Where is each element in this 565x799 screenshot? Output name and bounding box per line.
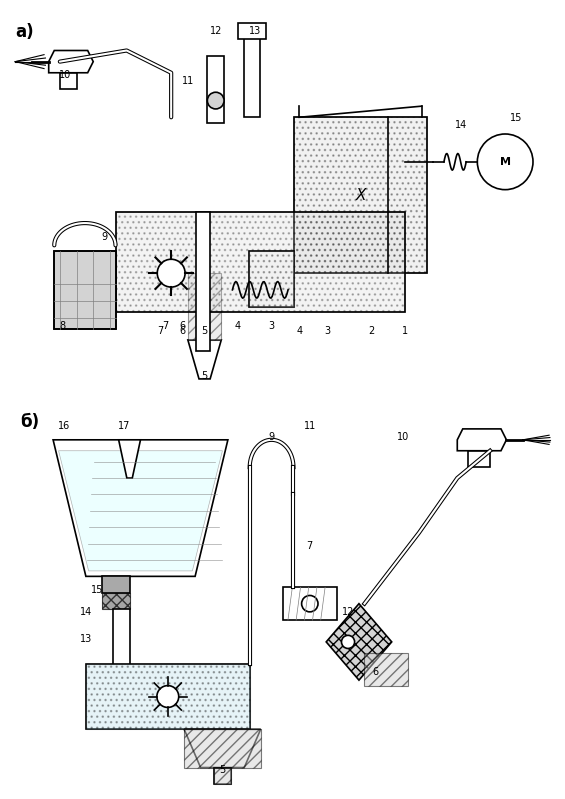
Text: 4: 4	[235, 321, 241, 331]
Text: 8: 8	[60, 321, 66, 331]
Circle shape	[157, 686, 179, 707]
Text: X: X	[355, 188, 366, 203]
Text: 2: 2	[368, 327, 375, 336]
Text: 1: 1	[402, 327, 408, 336]
Bar	[294, 117, 427, 273]
Text: 15: 15	[510, 113, 523, 123]
Text: 11: 11	[182, 76, 194, 85]
Bar	[214, 768, 231, 784]
Polygon shape	[188, 340, 221, 379]
Text: 7: 7	[157, 327, 163, 336]
Text: 7: 7	[307, 541, 313, 551]
Bar	[238, 22, 266, 39]
Polygon shape	[49, 50, 93, 73]
Text: 5: 5	[202, 327, 208, 336]
Text: 10: 10	[59, 70, 72, 81]
Bar	[468, 451, 490, 467]
Text: 12: 12	[210, 26, 222, 36]
Text: а): а)	[15, 22, 34, 41]
Bar	[196, 212, 210, 351]
Bar	[294, 117, 427, 273]
Bar	[86, 664, 250, 729]
Polygon shape	[457, 429, 506, 451]
Text: 10: 10	[397, 431, 409, 442]
Bar	[54, 251, 115, 329]
Bar	[249, 251, 294, 307]
Text: 16: 16	[58, 421, 70, 431]
Text: 13: 13	[249, 26, 261, 36]
Bar	[113, 609, 129, 697]
Bar	[54, 251, 115, 329]
Bar	[102, 576, 129, 593]
Polygon shape	[119, 439, 141, 478]
Circle shape	[341, 635, 355, 649]
Circle shape	[207, 92, 224, 109]
Text: 5: 5	[202, 371, 208, 381]
Text: 6: 6	[372, 666, 379, 677]
Text: 9: 9	[268, 431, 275, 442]
Bar	[364, 653, 408, 686]
Bar	[244, 34, 260, 117]
Bar	[102, 593, 129, 609]
Circle shape	[157, 259, 185, 287]
Text: б): б)	[20, 412, 40, 431]
Polygon shape	[326, 604, 392, 680]
Text: 14: 14	[80, 606, 92, 617]
Polygon shape	[59, 451, 223, 571]
Bar	[282, 587, 337, 620]
Bar	[115, 212, 405, 312]
Text: 17: 17	[118, 421, 131, 431]
Text: М: М	[499, 157, 511, 167]
Text: 12: 12	[342, 606, 354, 617]
Text: 5: 5	[219, 765, 225, 775]
Bar	[207, 56, 224, 123]
Circle shape	[477, 134, 533, 189]
Bar	[249, 251, 294, 307]
Text: 13: 13	[80, 634, 92, 644]
Text: 6: 6	[179, 327, 185, 336]
Text: 3: 3	[324, 327, 330, 336]
Text: 11: 11	[303, 421, 316, 431]
Text: 15: 15	[90, 585, 103, 594]
Bar	[60, 73, 76, 89]
Bar	[86, 664, 250, 729]
Polygon shape	[53, 439, 228, 576]
Bar	[214, 768, 231, 784]
Circle shape	[302, 595, 318, 612]
Bar	[188, 273, 221, 340]
Text: 6: 6	[179, 321, 185, 331]
Text: 3: 3	[268, 321, 275, 331]
Text: 9: 9	[101, 232, 107, 242]
Text: 4: 4	[296, 327, 302, 336]
Bar	[115, 212, 405, 312]
Text: 7: 7	[163, 321, 169, 331]
Bar	[184, 729, 260, 768]
Text: 14: 14	[454, 121, 467, 130]
Polygon shape	[184, 729, 260, 768]
